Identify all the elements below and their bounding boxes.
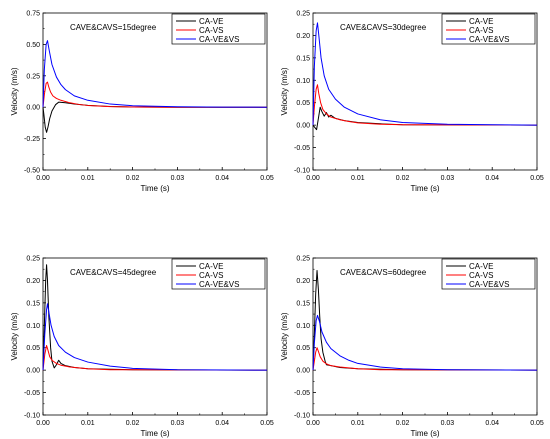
x-tick-label: 0.01 xyxy=(81,420,95,427)
x-tick-label: 0.05 xyxy=(530,175,544,182)
x-tick-label: 0.05 xyxy=(530,420,544,427)
chart-annotation: CAVE&CAVS=30degree xyxy=(340,23,427,32)
legend-label: CA-VE xyxy=(469,262,493,271)
legend-label: CA-VE&VS xyxy=(199,35,239,44)
x-tick-label: 0.03 xyxy=(171,420,185,427)
series-line-ca-ve-vs xyxy=(312,22,538,126)
y-tick-label: 0.15 xyxy=(296,55,310,62)
chart-panel: 0.00 0.01 0.02 0.03 0.04 0.05 -0.10 -0.05 0.00 0.… xyxy=(280,256,544,439)
x-tick-label: 0.02 xyxy=(126,420,140,427)
x-tick-label: 0.03 xyxy=(441,175,455,182)
chart-panel: 0.00 0.01 0.02 0.03 0.04 0.05 -0.50 -0.25 0.00 0.… xyxy=(10,11,274,194)
x-tick-label: 0.01 xyxy=(81,175,95,182)
y-tick-label: 0.25 xyxy=(296,11,310,18)
legend-label: CA-VE xyxy=(199,262,223,271)
x-tick-label: 0.00 xyxy=(36,175,50,182)
y-tick-label: -0.25 xyxy=(24,136,40,143)
x-tick-label: 0.03 xyxy=(171,175,185,182)
legend-label: CA-VS xyxy=(199,26,223,35)
y-tick-label: 0.15 xyxy=(26,300,40,307)
y-tick-label: 0.25 xyxy=(26,256,40,263)
x-tick-label: 0.01 xyxy=(351,420,365,427)
series-line-ca-vs xyxy=(312,84,538,126)
legend-label: CA-VS xyxy=(469,271,493,280)
y-tick-label: 0.05 xyxy=(296,100,310,107)
y-tick-label: -0.10 xyxy=(294,413,310,420)
x-tick-label: 0.03 xyxy=(441,420,455,427)
x-tick-label: 0.04 xyxy=(485,420,499,427)
x-tick-label: 0.00 xyxy=(306,175,320,182)
legend-label: CA-VS xyxy=(199,271,223,280)
y-tick-label: -0.10 xyxy=(24,413,40,420)
x-tick-label: 0.04 xyxy=(485,175,499,182)
y-tick-label: 0.00 xyxy=(296,368,310,375)
x-axis-title: Time (s) xyxy=(410,429,439,438)
y-tick-label: -0.50 xyxy=(24,168,40,175)
y-tick-label: 0.00 xyxy=(26,105,40,112)
chart-annotation: CAVE&CAVS=15degree xyxy=(70,23,157,32)
y-tick-label: -0.05 xyxy=(24,390,40,397)
series-line-ca-ve-vs xyxy=(312,314,538,371)
y-tick-label: 0.10 xyxy=(296,323,310,330)
x-tick-label: 0.04 xyxy=(215,175,229,182)
series-line-ca-ve xyxy=(312,106,538,131)
legend-label: CA-VE&VS xyxy=(469,280,509,289)
y-axis-title: Velocity (m/s) xyxy=(10,67,19,115)
y-tick-label: 0.20 xyxy=(296,33,310,40)
y-tick-label: 0.00 xyxy=(26,368,40,375)
y-tick-label: 0.20 xyxy=(296,278,310,285)
series-line-ca-vs xyxy=(42,344,268,371)
legend-label: CA-VE&VS xyxy=(199,280,239,289)
y-tick-label: 0.50 xyxy=(26,42,40,49)
y-tick-label: 0.75 xyxy=(26,11,40,18)
x-tick-label: 0.00 xyxy=(306,420,320,427)
x-tick-label: 0.02 xyxy=(396,175,410,182)
y-tick-label: 0.05 xyxy=(296,345,310,352)
legend-label: CA-VS xyxy=(469,26,493,35)
x-tick-label: 0.05 xyxy=(260,420,274,427)
legend-label: CA-VE xyxy=(469,17,493,26)
x-axis-title: Time (s) xyxy=(410,184,439,193)
y-tick-label: 0.20 xyxy=(26,278,40,285)
series-line-ca-ve-vs xyxy=(42,40,268,108)
x-tick-label: 0.05 xyxy=(260,175,274,182)
series-line-ca-vs xyxy=(42,81,267,108)
y-axis-title: Velocity (m/s) xyxy=(10,312,19,360)
x-tick-label: 0.00 xyxy=(36,420,50,427)
legend-label: CA-VE&VS xyxy=(469,35,509,44)
x-tick-label: 0.04 xyxy=(215,420,229,427)
y-tick-label: 0.25 xyxy=(26,73,40,80)
x-tick-label: 0.02 xyxy=(126,175,140,182)
y-tick-label: 0.05 xyxy=(26,345,40,352)
y-tick-label: 0.00 xyxy=(296,123,310,130)
y-tick-label: 0.10 xyxy=(26,323,40,330)
y-tick-label: 0.10 xyxy=(296,78,310,85)
series-line-ca-vs xyxy=(312,347,538,371)
x-tick-label: 0.02 xyxy=(396,420,410,427)
series-line-ca-ve-vs xyxy=(42,303,268,371)
x-axis-title: Time (s) xyxy=(140,184,169,193)
y-tick-label: -0.05 xyxy=(294,390,310,397)
chart-annotation: CAVE&CAVS=60degree xyxy=(340,268,427,277)
y-axis-title: Velocity (m/s) xyxy=(280,67,289,115)
y-tick-label: 0.25 xyxy=(296,256,310,263)
x-axis-title: Time (s) xyxy=(140,429,169,438)
chart-panel: 0.00 0.01 0.02 0.03 0.04 0.05 -0.10 -0.05 0.00 0.… xyxy=(280,11,544,194)
x-tick-label: 0.01 xyxy=(351,175,365,182)
legend-label: CA-VE xyxy=(199,17,223,26)
y-tick-label: 0.15 xyxy=(296,300,310,307)
y-tick-label: -0.05 xyxy=(294,145,310,152)
chart-annotation: CAVE&CAVS=45degree xyxy=(70,268,157,277)
y-axis-title: Velocity (m/s) xyxy=(280,312,289,360)
chart-panel: 0.00 0.01 0.02 0.03 0.04 0.05 -0.10 -0.05 0.00 0.… xyxy=(10,256,274,439)
y-tick-label: -0.10 xyxy=(294,168,310,175)
